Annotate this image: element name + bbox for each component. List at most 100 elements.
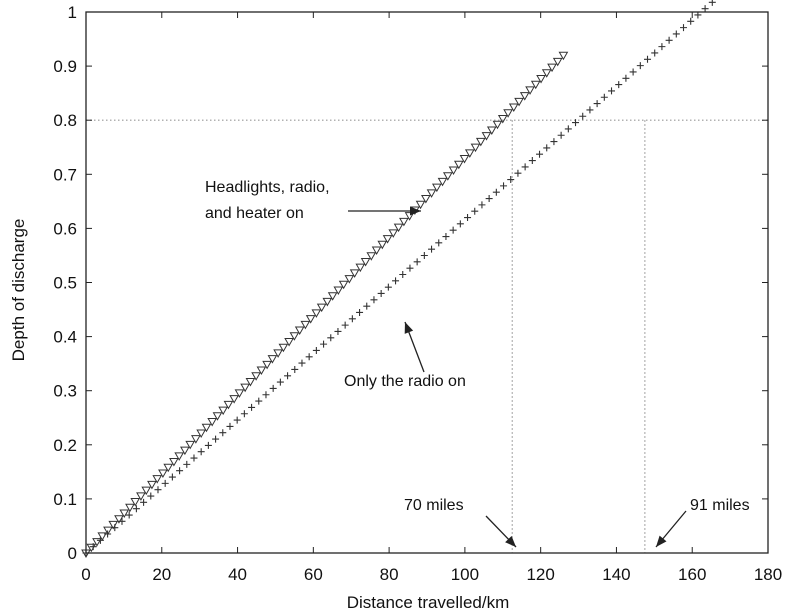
- point-plus-21: [233, 416, 241, 424]
- point-plus-43: [392, 277, 400, 285]
- point-plus-23: [248, 403, 256, 411]
- point-plus-60: [514, 169, 522, 177]
- y-tick-label-3: 0.3: [53, 382, 77, 401]
- x-tick-label-5: 100: [451, 565, 479, 584]
- point-plus-78: [644, 55, 652, 63]
- y-tick-label-8: 0.8: [53, 111, 77, 130]
- point-plus-87: [708, 0, 716, 6]
- point-triangle-35: [273, 349, 283, 358]
- point-triangle-8: [125, 503, 135, 513]
- x-tick-label-2: 40: [228, 565, 247, 584]
- arrow-70-miles-head: [505, 535, 516, 547]
- point-triangle-38: [289, 332, 300, 341]
- point-triangle-69: [459, 155, 470, 164]
- point-plus-8: [140, 498, 148, 506]
- point-plus-50: [442, 233, 450, 241]
- point-triangle-77: [503, 109, 513, 118]
- point-triangle-7: [119, 509, 130, 518]
- point-triangle-65: [437, 177, 448, 187]
- point-triangle-31: [251, 372, 261, 381]
- point-triangle-68: [453, 160, 464, 170]
- arrow-70-miles: [485, 515, 517, 548]
- point-triangle-9: [130, 498, 141, 507]
- point-plus-75: [622, 74, 630, 82]
- point-plus-83: [680, 24, 688, 32]
- point-triangle-34: [267, 355, 278, 364]
- point-plus-77: [636, 62, 644, 70]
- point-triangle-18: [180, 446, 190, 456]
- point-triangle-62: [421, 195, 431, 204]
- point-triangle-47: [338, 280, 349, 290]
- annotation-70-miles: 70 miles: [404, 497, 464, 514]
- point-triangle-79: [514, 97, 524, 107]
- point-plus-1: [89, 543, 97, 551]
- point-triangle-15: [163, 463, 174, 473]
- point-plus-22: [240, 410, 248, 418]
- point-triangle-56: [388, 229, 399, 238]
- point-triangle-53: [371, 246, 382, 255]
- x-tick-label-8: 160: [678, 565, 706, 584]
- point-triangle-70: [464, 149, 475, 158]
- point-plus-72: [600, 93, 608, 101]
- point-triangle-42: [311, 309, 322, 318]
- point-triangle-11: [141, 486, 152, 496]
- point-plus-27: [276, 378, 284, 386]
- point-plus-69: [579, 112, 587, 120]
- point-plus-67: [564, 125, 572, 133]
- point-plus-73: [608, 87, 616, 95]
- point-plus-52: [456, 220, 464, 228]
- y-tick-label-4: 0.4: [53, 328, 77, 347]
- point-triangle-57: [393, 223, 404, 233]
- point-plus-32: [312, 346, 320, 354]
- x-tick-label-1: 20: [152, 565, 171, 584]
- x-tick-label-7: 140: [602, 565, 630, 584]
- x-tick-label-6: 120: [526, 565, 554, 584]
- point-plus-51: [449, 226, 457, 234]
- series-only-radio: [82, 0, 716, 557]
- point-plus-39: [363, 302, 371, 310]
- point-triangle-82: [530, 80, 541, 90]
- point-plus-31: [305, 353, 313, 361]
- point-triangle-24: [212, 412, 223, 421]
- point-plus-25: [262, 391, 270, 399]
- point-triangle-52: [366, 252, 377, 261]
- y-tick-label-10: 1: [68, 3, 77, 22]
- point-plus-40: [370, 296, 378, 304]
- y-tick-label-6: 0.6: [53, 219, 77, 238]
- point-plus-57: [492, 188, 500, 196]
- point-triangle-17: [174, 452, 185, 461]
- point-plus-71: [593, 100, 601, 108]
- point-triangle-46: [333, 286, 344, 296]
- point-triangle-71: [470, 143, 481, 153]
- point-plus-20: [226, 422, 234, 430]
- point-plus-49: [435, 239, 443, 247]
- point-triangle-72: [475, 137, 486, 147]
- point-plus-7: [132, 505, 140, 513]
- point-plus-15: [190, 454, 198, 462]
- point-triangle-80: [519, 92, 530, 101]
- point-triangle-43: [316, 303, 327, 313]
- y-tick-label-5: 0.5: [53, 274, 77, 293]
- point-plus-84: [687, 17, 695, 25]
- point-plus-42: [384, 283, 392, 291]
- point-triangle-41: [305, 315, 316, 324]
- point-plus-26: [269, 384, 277, 392]
- point-triangle-21: [196, 429, 207, 438]
- arrow-91-miles: [655, 510, 687, 548]
- point-triangle-58: [399, 217, 409, 227]
- point-triangle-55: [382, 235, 393, 244]
- axis-ticks: [85, 11, 769, 554]
- point-triangle-37: [284, 337, 294, 347]
- point-plus-28: [284, 372, 292, 380]
- point-triangle-48: [344, 275, 355, 284]
- point-plus-11: [161, 479, 169, 487]
- x-axis-label: Distance travelled/km: [347, 593, 510, 612]
- point-triangle-75: [492, 120, 503, 130]
- point-triangle-2: [92, 538, 102, 547]
- x-tick-label-0: 0: [81, 565, 90, 584]
- point-plus-17: [204, 441, 212, 449]
- point-plus-16: [197, 448, 205, 456]
- annotation-91-miles: 91 miles: [690, 497, 750, 514]
- point-plus-37: [348, 315, 356, 323]
- point-plus-47: [420, 252, 428, 260]
